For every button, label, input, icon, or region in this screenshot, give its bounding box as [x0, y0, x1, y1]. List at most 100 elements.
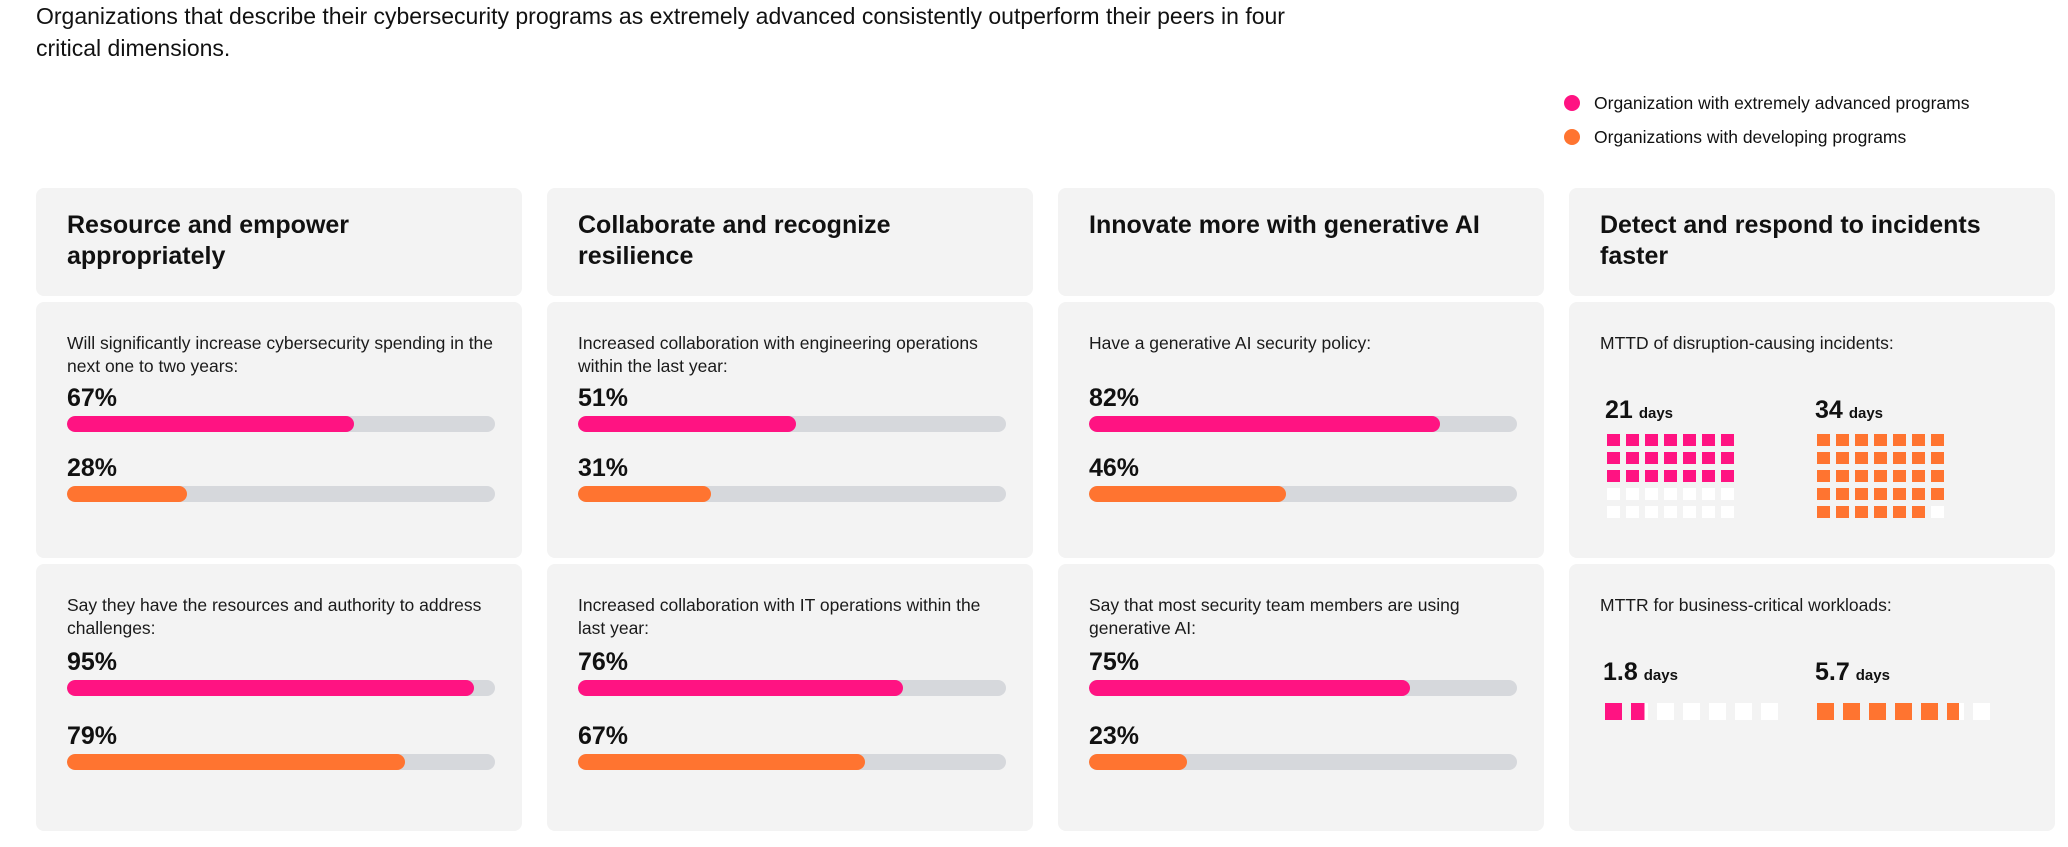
filled-day-square [1931, 470, 1944, 482]
empty-day-square [1607, 488, 1620, 500]
advanced-bar-track [1089, 416, 1517, 432]
filled-day-square [1895, 703, 1912, 720]
advanced-percent-label: 95% [67, 648, 118, 676]
empty-day-square [1683, 506, 1696, 518]
filled-day-square [1721, 452, 1734, 464]
developing-bar [1089, 486, 1286, 502]
legend-item-developing: Organizations with developing programs [1564, 120, 1969, 154]
filled-day-square [1893, 434, 1906, 446]
metric-label: Have a generative AI security policy: [1089, 333, 1372, 353]
filled-day-square [1607, 452, 1620, 464]
filled-day-square [1855, 506, 1868, 518]
empty-day-square [1626, 506, 1639, 518]
metric-panel-mttd: MTTD of disruption-causing incidents: 21… [1569, 302, 2055, 558]
advanced-bar [1089, 416, 1440, 432]
filled-day-square [1931, 488, 1944, 500]
developing-bar-track [578, 486, 1006, 502]
developing-days-label: 34 days [1815, 396, 1883, 425]
metric-label: Say that most security team members are … [1089, 595, 1460, 638]
filled-day-square [1855, 434, 1868, 446]
empty-day-square [1664, 488, 1677, 500]
filled-day-square [1921, 703, 1938, 720]
advanced-percent-label: 67% [67, 384, 118, 412]
filled-day-square [1836, 488, 1849, 500]
filled-day-square [1893, 452, 1906, 464]
advanced-bar [1089, 680, 1410, 696]
empty-day-square [1645, 488, 1658, 500]
advanced-bar [67, 680, 474, 696]
metric-label: MTTR for business-critical workloads: [1600, 595, 1892, 615]
column-collaborate-resilience: Collaborate and recognize resilience Inc… [547, 188, 1033, 831]
developing-percent-label: 28% [67, 454, 118, 482]
filled-day-square [1836, 506, 1849, 518]
days-unit: days [1848, 405, 1884, 422]
days-unit: days [1855, 667, 1890, 684]
empty-day-square [1735, 703, 1752, 720]
filled-day-square [1912, 488, 1925, 500]
column-title: Resource and empower appropriately [67, 211, 350, 270]
legend-label-developing: Organizations with developing programs [1594, 126, 1907, 147]
filled-day-square [1645, 452, 1658, 464]
advanced-waffle-grid [1607, 434, 1734, 518]
developing-percent-label: 79% [67, 722, 118, 750]
filled-day-square [1817, 452, 1830, 464]
filled-day-square [1869, 703, 1886, 720]
advanced-bar-track [578, 680, 1006, 696]
metric-label: Say they have the resources and authorit… [67, 595, 482, 638]
advanced-days-label: 1.8 days [1603, 658, 1678, 687]
filled-day-square [1721, 470, 1734, 482]
empty-day-square [1657, 703, 1674, 720]
legend-label-advanced: Organization with extremely advanced pro… [1594, 92, 1970, 113]
advanced-waffle-row [1605, 703, 1778, 720]
filled-day-square [1664, 470, 1677, 482]
filled-day-square [1893, 506, 1906, 518]
developing-waffle-grid [1817, 434, 1944, 518]
legend-dot-advanced [1564, 95, 1580, 111]
filled-day-square [1836, 452, 1849, 464]
developing-bar [578, 486, 711, 502]
developing-bar-track [578, 754, 1006, 770]
filled-day-square [1626, 452, 1639, 464]
column-title: Detect and respond to incidents faster [1600, 211, 1981, 270]
advanced-bar [578, 680, 904, 696]
legend-dot-developing [1564, 129, 1580, 145]
metric-panel: Have a generative AI security policy: 82… [1058, 302, 1544, 558]
column-header: Innovate more with generative AI [1058, 188, 1544, 296]
filled-day-square [1836, 434, 1849, 446]
days-unit: days [1643, 667, 1678, 684]
column-header: Collaborate and recognize resilience [547, 188, 1033, 296]
filled-day-square [1855, 470, 1868, 482]
filled-day-square [1874, 452, 1887, 464]
advanced-percent-label: 82% [1089, 384, 1140, 412]
metric-panel: Increased collaboration with engineering… [547, 302, 1033, 558]
legend: Organization with extremely advanced pro… [1564, 86, 1969, 154]
filled-day-square [1912, 434, 1925, 446]
filled-day-square [1664, 452, 1677, 464]
empty-day-square [1973, 703, 1990, 720]
filled-day-square [1874, 488, 1887, 500]
developing-percent-label: 67% [578, 722, 629, 750]
filled-day-square [1855, 452, 1868, 464]
developing-bar-track [1089, 486, 1517, 502]
filled-day-square [1855, 488, 1868, 500]
advanced-bar [578, 416, 797, 432]
empty-day-square [1721, 506, 1734, 518]
advanced-days-value: 21 [1605, 396, 1633, 424]
column-title: Collaborate and recognize resilience [578, 211, 891, 270]
filled-day-square [1626, 434, 1639, 446]
filled-day-square [1626, 470, 1639, 482]
empty-day-square [1761, 703, 1778, 720]
advanced-days-label: 21 days [1605, 396, 1673, 425]
filled-day-square [1683, 470, 1696, 482]
empty-day-square [1664, 506, 1677, 518]
filled-day-square [1817, 470, 1830, 482]
developing-bar [1089, 754, 1188, 770]
empty-day-square [1683, 703, 1700, 720]
developing-days-value: 5.7 [1815, 658, 1850, 686]
developing-days-value: 34 [1815, 396, 1843, 424]
empty-day-square [1683, 488, 1696, 500]
advanced-bar-track [67, 416, 495, 432]
empty-day-square [1702, 506, 1715, 518]
filled-day-square [1931, 434, 1944, 446]
filled-day-square [1912, 452, 1925, 464]
